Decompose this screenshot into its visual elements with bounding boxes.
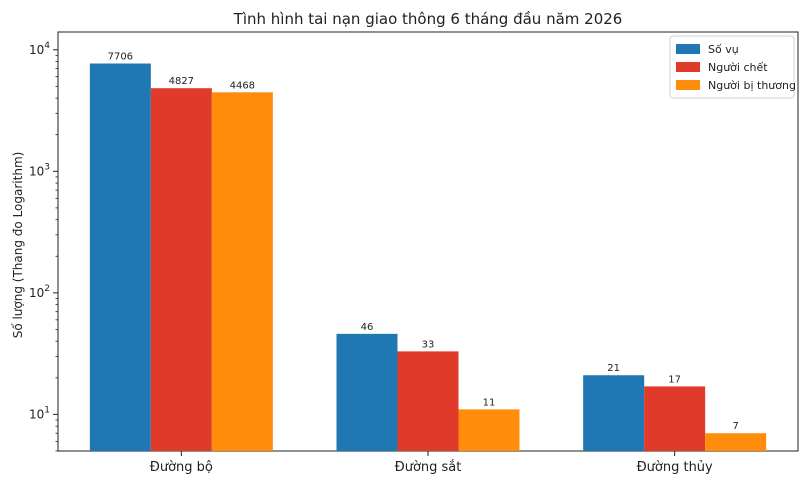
legend-swatch bbox=[676, 62, 700, 72]
legend-label: Người chết bbox=[708, 61, 768, 74]
x-tick-label: Đường sắt bbox=[395, 460, 462, 475]
y-tick-exponent: 3 bbox=[44, 162, 50, 172]
bar bbox=[211, 92, 273, 451]
bar bbox=[458, 409, 520, 451]
y-tick-base: 10 bbox=[29, 43, 44, 57]
x-tick-label: Đường bộ bbox=[150, 460, 213, 475]
y-tick-exponent: 1 bbox=[44, 405, 50, 415]
bar-value-label: 11 bbox=[483, 397, 496, 408]
bar bbox=[705, 433, 767, 451]
chart-title: Tình hình tai nạn giao thông 6 tháng đầu… bbox=[233, 10, 623, 28]
bar bbox=[583, 375, 645, 451]
bar bbox=[150, 88, 212, 452]
bar-value-label: 7 bbox=[732, 421, 738, 432]
legend-swatch bbox=[676, 44, 700, 54]
bar-value-label: 7706 bbox=[108, 52, 133, 63]
bar-value-label: 4827 bbox=[169, 76, 194, 87]
y-axis-label: Số lượng (Thang đo Logarithm) bbox=[11, 152, 25, 339]
y-tick-base: 10 bbox=[29, 164, 44, 178]
x-tick-label: Đường thủy bbox=[637, 460, 713, 475]
bar-value-label: 33 bbox=[422, 339, 435, 350]
y-tick-label: 103 bbox=[29, 162, 50, 178]
bar bbox=[644, 386, 706, 451]
legend: Số vụ Người chết Người bị thương bbox=[669, 35, 796, 99]
legend-frame bbox=[669, 35, 795, 99]
y-tick-label: 101 bbox=[29, 405, 50, 421]
bar bbox=[397, 351, 459, 451]
legend-swatch bbox=[676, 80, 700, 90]
legend-label: Số vụ bbox=[708, 43, 739, 56]
bar bbox=[89, 63, 151, 452]
legend-label: Người bị thương bbox=[708, 79, 796, 92]
bar-value-label: 46 bbox=[361, 322, 374, 333]
y-tick-label: 104 bbox=[29, 41, 50, 57]
bar-value-label: 4468 bbox=[230, 80, 255, 91]
y-tick-label: 102 bbox=[29, 284, 50, 300]
y-tick-exponent: 4 bbox=[44, 41, 50, 51]
y-tick-exponent: 2 bbox=[44, 284, 50, 294]
y-tick-base: 10 bbox=[29, 407, 44, 421]
bar bbox=[336, 333, 398, 451]
bar-value-label: 17 bbox=[668, 374, 681, 385]
bar-value-label: 21 bbox=[607, 363, 620, 374]
y-tick-base: 10 bbox=[29, 286, 44, 300]
